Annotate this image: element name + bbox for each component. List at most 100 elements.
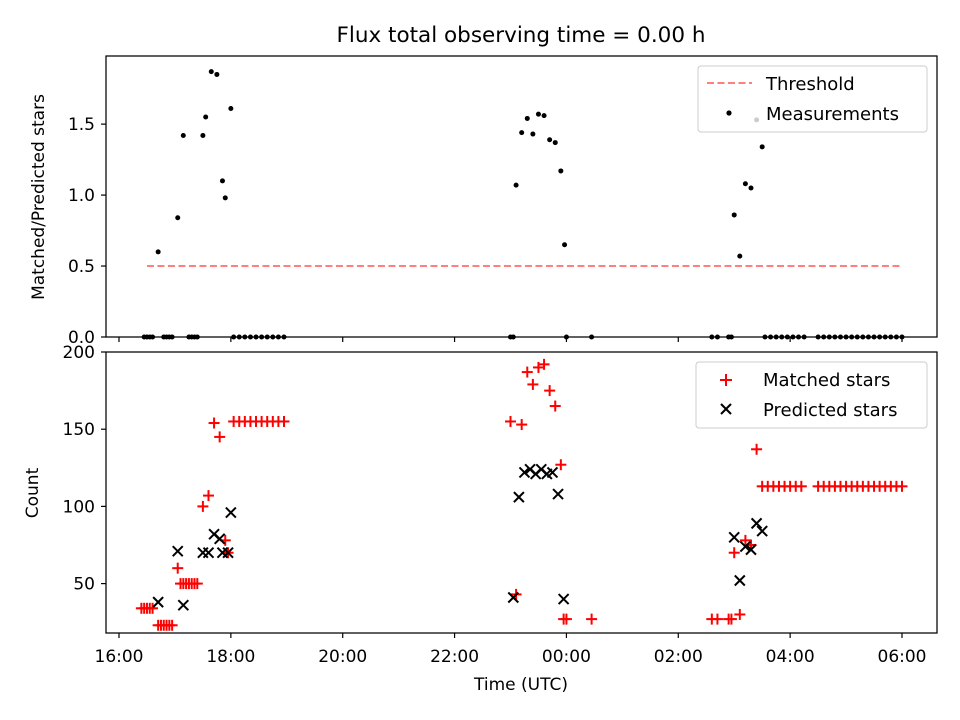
x-tick-label: 16:00 [95,647,144,667]
measurement-point [214,71,220,77]
matched-star-point [527,378,539,390]
x-tick-label: 20:00 [318,647,367,667]
predicted-star-point [546,466,559,479]
measurement-point [180,132,186,138]
matched-star-point [751,443,763,455]
legend-matched-label: Matched stars [763,370,890,391]
measurement-point [175,215,181,221]
measurement-point [208,69,214,75]
measurement-point [155,249,161,255]
matched-star-point [191,578,203,590]
predicted-star-point [172,545,184,557]
count-y-tick-label: 100 [63,497,95,517]
legend-threshold-label: Threshold [765,74,855,95]
ratio-y-tick-label: 0.5 [68,257,95,277]
matched-star-point [147,602,159,614]
predicted-star-point [750,517,763,530]
measurement-point [200,132,206,138]
measurement-point [731,212,737,218]
count-x-ticks: 16:00 18:00 20:00 22:00 00:00 02:00 04:00 06:00 [95,633,927,667]
count-y-ticks: 50 100 150 200 [63,343,106,595]
ratio-panel: 0.0 0.5 1.0 1.5 Matched/Predicted stars Thr… [29,55,938,348]
count-y-tick-label: 50 [73,575,95,595]
predicted-star-point [152,596,164,608]
matched-star-point [560,613,572,625]
measurement-point [535,111,541,117]
ratio-y-tick-label: 0.0 [68,328,95,348]
measurement-point [530,131,536,137]
measurement-point [552,140,558,146]
matched-star-point [278,415,290,427]
predicted-star-point [177,599,190,611]
matched-star-point [896,480,908,492]
matched-star-point [544,385,556,397]
matched-star-point [505,415,516,427]
matched-star-point [795,480,807,492]
predicted-star-point [213,533,226,545]
legend-matched-swatch [720,374,732,386]
count-points [135,358,908,631]
predicted-star-point [518,466,531,479]
measurement-point [737,253,743,259]
predicted-star-point [225,506,237,519]
count-y-axis-label: Count [23,467,43,518]
x-tick-label: 22:00 [430,647,479,667]
predicted-star-point [728,531,740,543]
x-tick-label: 02:00 [654,647,703,667]
matched-star-point [728,547,740,559]
count-panel: 50 100 150 200 16:00 18:00 20:00 22:00 00:00 02:… [23,343,938,695]
predicted-star-point [739,540,752,553]
legend-predicted-swatch [720,403,732,415]
measurement-point [519,130,525,136]
measurement-point [203,114,209,120]
chart-title: Flux total observing time = 0.00 h [337,23,706,48]
ratio-y-tick-label: 1.5 [68,115,95,135]
matched-star-point [521,366,533,378]
x-axis-label: Time (UTC) [473,675,568,695]
matched-star-point [532,361,544,373]
ratio-x-ticks [118,337,903,342]
measurement-point [562,242,568,248]
matched-star-point [725,613,737,625]
measurement-point [222,195,228,201]
matched-star-point [516,419,528,431]
x-tick-label: 00:00 [542,647,591,667]
measurement-point [541,113,547,119]
measurement-point [759,144,765,150]
matched-star-point [214,431,226,443]
ratio-y-ticks: 0.0 0.5 1.0 1.5 [68,115,106,348]
predicted-star-point [756,525,768,537]
ratio-legend: Threshold Measurements [697,65,928,133]
predicted-star-point [507,591,520,604]
predicted-star-point [552,488,564,500]
matched-star-point [734,608,746,620]
matched-star-point [172,562,184,574]
measurement-point [547,137,553,143]
matched-star-point [197,500,209,512]
count-legend: Matched stars Predicted stars [695,361,928,429]
measurement-point [742,181,748,187]
measurement-point [748,185,754,191]
count-y-tick-label: 150 [63,420,95,440]
matched-star-point [555,459,567,471]
measurement-point [228,106,234,112]
predicted-star-point [734,574,746,587]
ratio-y-tick-label: 1.0 [68,186,95,206]
predicted-star-point [557,593,570,605]
matched-star-point [202,490,214,502]
measurement-point [524,115,530,121]
x-tick-label: 18:00 [206,647,255,667]
predicted-star-point [202,547,215,559]
ratio-panel-frame [105,55,938,338]
measurement-point [558,168,564,174]
predicted-star-point [513,491,525,503]
legend-predicted-label: Predicted stars [763,400,897,421]
count-panel-frame [105,351,938,634]
matched-star-point [166,619,178,631]
matched-star-point [538,358,550,370]
matched-star-point [739,534,751,546]
predicted-star-point [745,543,757,556]
matched-star-point [549,400,561,412]
matched-star-point [711,613,723,625]
